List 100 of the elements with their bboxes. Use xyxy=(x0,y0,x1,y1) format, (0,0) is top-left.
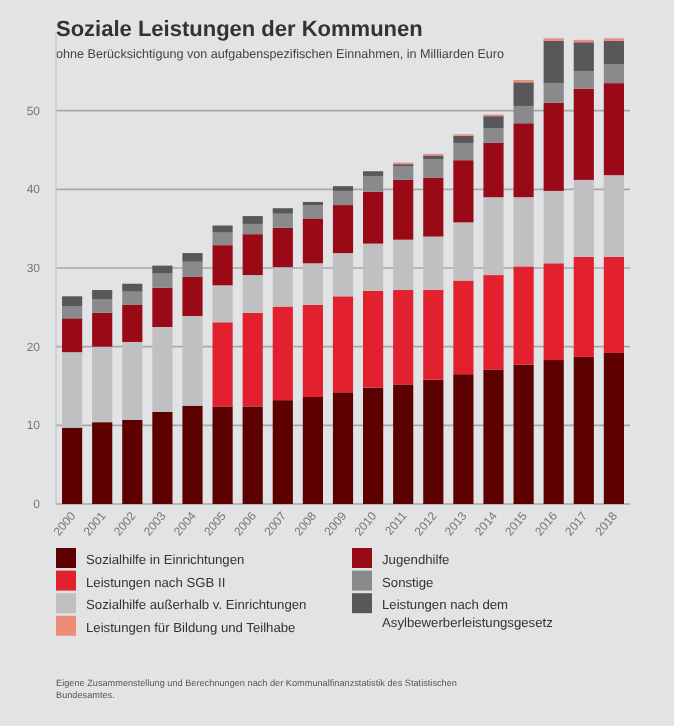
bar xyxy=(182,405,203,504)
bar xyxy=(393,239,414,291)
bar xyxy=(242,312,263,407)
bar xyxy=(182,315,203,406)
bar xyxy=(212,232,233,246)
bar xyxy=(603,256,624,353)
bar xyxy=(453,280,474,375)
bar xyxy=(423,236,444,291)
bar xyxy=(363,387,384,504)
bar xyxy=(573,42,594,72)
bar xyxy=(393,179,414,240)
bar xyxy=(423,177,444,237)
bar xyxy=(92,312,113,347)
chart-title: Soziale Leistungen der Kommunen xyxy=(56,18,424,42)
bar xyxy=(483,142,504,198)
bar xyxy=(543,263,564,361)
bar xyxy=(122,283,143,292)
bar xyxy=(242,275,263,313)
bar xyxy=(483,275,504,370)
bar xyxy=(513,82,534,106)
bar xyxy=(453,135,474,143)
bar xyxy=(272,267,293,307)
bar xyxy=(272,213,293,228)
bar xyxy=(573,71,594,89)
bar xyxy=(423,379,444,504)
bar xyxy=(573,179,594,257)
bar xyxy=(483,127,504,143)
bar xyxy=(92,422,113,504)
bar xyxy=(453,160,474,223)
bar xyxy=(363,191,384,244)
bar xyxy=(332,253,354,297)
bar xyxy=(603,40,624,65)
bar xyxy=(332,190,354,206)
bar xyxy=(513,364,534,504)
bar xyxy=(332,296,354,393)
bar xyxy=(453,142,474,161)
bar xyxy=(122,341,143,420)
bar xyxy=(543,83,564,103)
bar xyxy=(152,273,173,288)
bar xyxy=(513,105,534,124)
bar xyxy=(513,266,534,365)
bar xyxy=(272,400,293,504)
bar xyxy=(152,265,173,274)
bar xyxy=(212,245,233,286)
bar xyxy=(242,223,263,235)
bar xyxy=(363,175,384,192)
bar xyxy=(573,356,594,504)
bar xyxy=(332,392,354,504)
bar xyxy=(513,197,534,267)
bar xyxy=(543,360,564,504)
bar xyxy=(242,216,263,224)
bar xyxy=(573,88,594,180)
bar xyxy=(363,243,384,291)
bar xyxy=(92,290,113,300)
bar xyxy=(302,397,323,504)
bar xyxy=(122,419,143,504)
bar xyxy=(212,322,233,407)
bar xyxy=(212,285,233,323)
bar xyxy=(543,102,564,191)
bar xyxy=(182,276,203,316)
bar xyxy=(483,197,504,276)
bar xyxy=(152,411,173,504)
bar xyxy=(92,299,113,313)
bar xyxy=(423,159,444,178)
bar xyxy=(212,406,233,504)
bar xyxy=(573,256,594,357)
bar xyxy=(182,253,203,262)
bar xyxy=(453,222,474,281)
bar xyxy=(62,318,83,353)
bar xyxy=(212,225,233,233)
bar xyxy=(92,346,113,423)
bar xyxy=(483,116,504,128)
bar xyxy=(513,123,534,198)
bar xyxy=(393,166,414,180)
bar xyxy=(242,406,263,504)
bar xyxy=(302,218,323,264)
bar xyxy=(603,352,624,504)
bar xyxy=(543,40,564,84)
bar xyxy=(393,384,414,504)
bar xyxy=(543,190,564,264)
bar xyxy=(242,234,263,276)
bar xyxy=(302,263,323,305)
bar xyxy=(363,290,384,388)
bar xyxy=(272,306,293,401)
bar xyxy=(603,64,624,84)
bar xyxy=(393,290,414,385)
bar xyxy=(332,205,354,254)
bar xyxy=(483,369,504,504)
bar xyxy=(152,327,173,412)
bar xyxy=(603,175,624,257)
bar xyxy=(62,352,83,428)
bar xyxy=(603,83,624,176)
bar xyxy=(453,374,474,504)
bar xyxy=(272,208,293,214)
bar xyxy=(62,427,83,504)
bar xyxy=(152,287,173,327)
bar xyxy=(423,290,444,380)
bar xyxy=(182,261,203,277)
bar xyxy=(302,205,323,219)
bar xyxy=(62,306,83,319)
